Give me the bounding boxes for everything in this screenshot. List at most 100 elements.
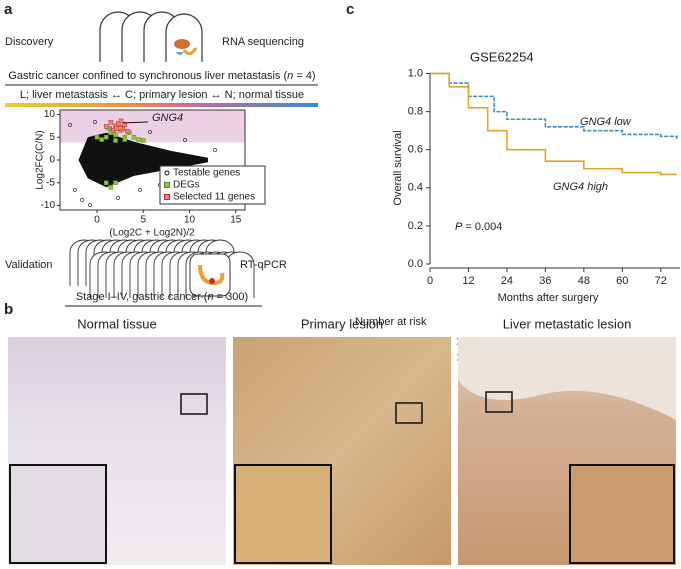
validation-label: Validation — [5, 259, 53, 271]
y-tick-label: -5 — [46, 177, 55, 188]
series-label: GNG4 high — [553, 181, 608, 193]
y-tick-label: 0.0 — [408, 258, 423, 270]
tumor-icon — [209, 278, 215, 284]
image-title: Liver metastatic lesion — [503, 316, 632, 331]
ma-plot: GNG4 0 5 10 15 -10 -5 0 5 10 Testable genesDEGsSel… — [41, 109, 266, 226]
x-tick-label: 36 — [539, 275, 551, 287]
y-tick-label: 0.4 — [408, 182, 423, 194]
inset — [569, 464, 675, 564]
y-tick-label: 0.6 — [408, 144, 423, 156]
micrographs — [8, 337, 676, 565]
gene-cloud — [78, 132, 208, 188]
panel-label: b — [4, 301, 13, 318]
legend-swatch — [164, 194, 170, 200]
text: n — [207, 291, 213, 303]
deg-point — [94, 135, 100, 140]
selected-gene — [104, 124, 109, 129]
y-tick-label: 5 — [49, 132, 55, 143]
survival-curve — [430, 72, 678, 141]
deg-point — [113, 132, 118, 138]
discovery-label: Discovery — [5, 36, 54, 48]
annotation-arrow — [123, 121, 149, 124]
deg-point — [113, 138, 118, 143]
text: = 0.004 — [462, 221, 502, 233]
panel-label: a — [4, 1, 13, 18]
deg-point — [136, 137, 141, 142]
selected-gene — [117, 125, 123, 131]
p-value: P = 0.004 — [455, 221, 502, 233]
survival-curve — [430, 72, 677, 176]
testable-gene — [93, 120, 97, 124]
zoom-box — [180, 393, 208, 415]
inset — [9, 464, 107, 564]
x-tick-label: 60 — [616, 275, 628, 287]
x-tick-label: 48 — [578, 275, 590, 287]
deg-point — [141, 138, 146, 143]
patients — [99, 11, 203, 62]
y-tick-label: 0.2 — [408, 220, 423, 232]
selected-gene — [108, 120, 114, 125]
testable-gene — [88, 203, 92, 207]
series-label: GNG4 low — [580, 116, 632, 128]
selected-gene — [114, 126, 119, 131]
km-plot: GSE62254 0.0 0.2 0.4 0.6 0.8 1.0 0 12 24 36 48 60 72 M… — [392, 49, 680, 304]
image-title: Normal tissue — [77, 316, 156, 331]
testable-gene — [148, 130, 152, 134]
legend-box — [159, 165, 266, 205]
image-titles: Normal tissue Primary lesion Liver metasta… — [77, 316, 631, 331]
x-tick-label: 72 — [655, 275, 667, 287]
x-tick-label: 12 — [462, 275, 474, 287]
legend-label: Testable genes — [173, 168, 240, 179]
chart-title: GSE62254 — [470, 49, 534, 64]
panel-label: c — [346, 1, 354, 18]
selected-gene — [118, 118, 124, 124]
x-tick-label: 15 — [230, 215, 242, 226]
stomach-card — [189, 253, 231, 297]
x-tick-label: 0 — [427, 275, 433, 287]
text: P — [455, 221, 463, 233]
deg-point — [122, 137, 127, 142]
deg-point — [131, 135, 137, 140]
cohort-label: Gastric cancer confined to synchronous l… — [8, 70, 315, 82]
deg-point — [113, 180, 118, 185]
y-axis-label: Overall survival — [392, 130, 404, 205]
selected-gene — [125, 129, 130, 134]
text: = 300) — [214, 291, 249, 303]
sample-key: L; liver metastasis ↔ C; primary lesion … — [20, 89, 304, 101]
legend-label: DEGs — [173, 180, 200, 191]
testable-gene — [138, 188, 142, 192]
x-axis-label: Months after surgery — [498, 292, 599, 304]
testable-gene — [213, 148, 217, 152]
x-tick-label: 10 — [184, 215, 196, 226]
text: = 4) — [293, 70, 315, 82]
testable-gene — [116, 196, 120, 200]
testable-gene — [68, 123, 72, 127]
zoom-box — [485, 391, 513, 413]
y-tick-label: 10 — [44, 109, 56, 120]
deg-point — [108, 185, 114, 190]
deg-point — [104, 135, 109, 140]
zoom-box — [395, 402, 423, 424]
annotation: GNG4 — [152, 112, 183, 124]
image-title: Primary lesion — [301, 316, 383, 331]
rt-qpcr-label: RT-qPCR — [240, 259, 287, 271]
deg-point — [104, 180, 109, 185]
y-tick-label: 1.0 — [408, 67, 423, 79]
stage-label: Stage I–IV, gastric cancer (n = 300) — [76, 291, 248, 303]
y-axis-label: Log2FC(C/N) — [35, 130, 46, 189]
inset — [234, 464, 332, 564]
deg-point — [108, 130, 114, 135]
x-tick-label: 24 — [501, 275, 513, 287]
testable-gene — [80, 198, 84, 202]
text: Gastric cancer confined to synchronous l… — [8, 70, 287, 82]
x-tick-label: 5 — [140, 215, 146, 226]
risk-title: Number at risk — [355, 316, 427, 328]
text: Stage I–IV, gastric cancer ( — [76, 291, 208, 303]
legend-swatch — [164, 170, 170, 176]
y-tick-label: 0.8 — [408, 106, 423, 118]
legend-label: Selected 11 genes — [173, 192, 255, 203]
testable-gene — [73, 188, 77, 192]
x-tick-label: 0 — [94, 215, 100, 226]
color-key-bar — [5, 103, 318, 107]
